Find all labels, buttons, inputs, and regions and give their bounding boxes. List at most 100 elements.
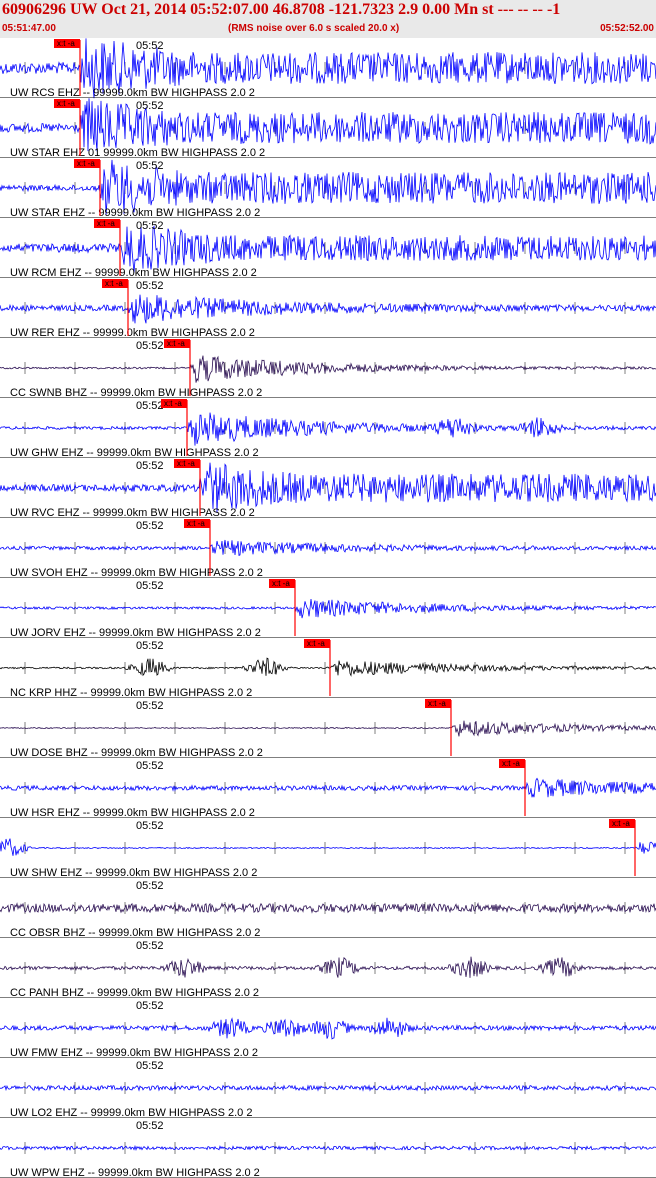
event-title: 60906296 UW Oct 21, 2014 05:52:07.00 46.… <box>2 1 561 18</box>
minute-label: 05:52 <box>136 1060 164 1072</box>
waveform <box>0 956 656 978</box>
pick-label: x:t -a <box>57 39 75 48</box>
trace-row: 05:52 UW RVC EHZ -- 99999.0km BW HIGHPASS… <box>0 459 656 519</box>
trace-row: 05:52 UW SVOH EHZ -- 99999.0km BW HIGHPAS… <box>0 519 656 579</box>
waveform <box>0 598 656 619</box>
waveform <box>0 224 656 273</box>
minute-label: 05:52 <box>136 400 164 412</box>
waveform <box>0 1017 656 1040</box>
pick-label: x:t -a <box>57 99 75 108</box>
station-label: UW JORV EHZ -- 99999.0km BW HIGHPASS 2.0… <box>10 627 261 639</box>
trace-row: 05:52 UW RCM EHZ -- 99999.0km BW HIGHPASS… <box>0 219 656 279</box>
trace-row: 05:52 CC SWNB BHZ -- 99999.0km BW HIGHPAS… <box>0 339 656 399</box>
trace-row: 05:52 UW STAR EHZ 01 99999.0km BW HIGHPAS… <box>0 98 656 159</box>
pick-flag <box>54 99 80 108</box>
header-bar: 60906296 UW Oct 21, 2014 05:52:07.00 46.… <box>0 0 656 38</box>
trace-row: 05:52 UW RER EHZ -- 99999.0km BW HIGHPASS… <box>0 279 656 339</box>
pick-flag <box>609 819 635 828</box>
trace-row: 05:52 CC PANH BHZ -- 99999.0km BW HIGHPAS… <box>0 940 656 999</box>
pick-label: x:t -a <box>307 639 325 648</box>
pick-flag <box>184 519 210 528</box>
waveform <box>0 98 656 152</box>
trace-row: 05:52 UW RCS EHZ -- 99999.0km BW HIGHPASS… <box>0 38 656 99</box>
minute-label: 05:52 <box>136 340 164 352</box>
pick-flag <box>174 459 200 468</box>
waveform <box>0 838 656 856</box>
station-label: CC OBSR BHZ -- 99999.0km BW HIGHPASS 2.0… <box>10 927 260 939</box>
waveform <box>0 294 656 324</box>
pick-label: x:t -a <box>97 219 115 228</box>
end-time: 05:52:52.00 <box>600 23 654 34</box>
trace-row: 05:52 UW LO2 EHZ -- 99999.0km BW HIGHPASS… <box>0 1060 656 1119</box>
minute-label: 05:52 <box>136 820 164 832</box>
minute-label: 05:52 <box>136 1120 164 1132</box>
waveform <box>0 657 656 677</box>
pick-label: x:t -a <box>272 579 290 588</box>
station-label: UW RCM EHZ -- 99999.0km BW HIGHPASS 2.0 … <box>10 267 257 279</box>
trace-row: 05:52 UW SHW EHZ -- 99999.0km BW HIGHPASS… <box>0 819 656 879</box>
pick-label: x:t -a <box>502 759 520 768</box>
minute-label: 05:52 <box>136 940 164 952</box>
waveform <box>0 902 656 914</box>
station-label: UW STAR EHZ -- 99999.0km BW HIGHPASS 2.0… <box>10 207 260 219</box>
pick-flag <box>161 399 187 408</box>
station-label: UW RCS EHZ -- 99999.0km BW HIGHPASS 2.0 … <box>10 87 255 99</box>
minute-label: 05:52 <box>136 640 164 652</box>
station-label: UW DOSE BHZ -- 99999.0km BW HIGHPASS 2.0… <box>10 747 263 759</box>
minute-label: 05:52 <box>136 880 164 892</box>
waveform <box>0 539 656 556</box>
trace-row: 05:52 UW JORV EHZ -- 99999.0km BW HIGHPAS… <box>0 579 656 639</box>
pick-label: x:t -a <box>167 339 185 348</box>
trace-row: 05:52 UW DOSE BHZ -- 99999.0km BW HIGHPAS… <box>0 699 656 759</box>
pick-flag <box>102 279 128 288</box>
minute-label: 05:52 <box>136 100 164 112</box>
station-label: UW WPW EHZ -- 99999.0km BW HIGHPASS 2.0 … <box>10 1167 260 1178</box>
pick-label: x:t -a <box>105 279 123 288</box>
pick-flag <box>164 339 190 348</box>
waveform <box>0 777 656 798</box>
waveform <box>0 38 656 99</box>
waveform <box>0 462 656 513</box>
minute-label: 05:52 <box>136 700 164 712</box>
pick-label: x:t -a <box>177 459 195 468</box>
trace-row: 05:52 UW STAR EHZ -- 99999.0km BW HIGHPAS… <box>0 159 656 219</box>
station-label: UW LO2 EHZ -- 99999.0km BW HIGHPASS 2.0 … <box>10 1107 252 1119</box>
waveform <box>0 355 656 383</box>
station-label: UW RER EHZ -- 99999.0km BW HIGHPASS 2.0 … <box>10 327 255 339</box>
minute-label: 05:52 <box>136 520 164 532</box>
minute-label: 05:52 <box>136 160 164 172</box>
minute-label: 05:52 <box>136 40 164 52</box>
waveform <box>0 720 656 737</box>
minute-label: 05:52 <box>136 280 164 292</box>
pick-label: x:t -a <box>187 519 205 528</box>
minute-label: 05:52 <box>136 1000 164 1012</box>
trace-row: 05:52 NC KRP HHZ -- 99999.0km BW HIGHPASS… <box>0 639 656 699</box>
pick-label: x:t -a <box>164 399 182 408</box>
minute-label: 05:52 <box>136 220 164 232</box>
station-label: UW GHW EHZ -- 99999.0km BW HIGHPASS 2.0 … <box>10 447 259 459</box>
station-label: UW RVC EHZ -- 99999.0km BW HIGHPASS 2.0 … <box>10 507 255 519</box>
pick-label: x:t -a <box>612 819 630 828</box>
pick-flag <box>425 699 451 708</box>
trace-row: 05:52 UW WPW EHZ -- 99999.0km BW HIGHPASS… <box>0 1120 656 1178</box>
pick-flag <box>74 159 100 168</box>
start-time: 05:51:47.00 <box>2 23 56 34</box>
station-label: NC KRP HHZ -- 99999.0km BW HIGHPASS 2.0 … <box>10 687 252 699</box>
station-label: UW HSR EHZ -- 99999.0km BW HIGHPASS 2.0 … <box>10 807 255 819</box>
trace-row: 05:52 UW FMW EHZ -- 99999.0km BW HIGHPASS… <box>0 1000 656 1059</box>
pick-flag <box>304 639 330 648</box>
pick-flag <box>94 219 120 228</box>
trace-row: 05:52 UW HSR EHZ -- 99999.0km BW HIGHPASS… <box>0 759 656 819</box>
pick-label: x:t -a <box>77 159 95 168</box>
pick-flag <box>499 759 525 768</box>
pick-label: x:t -a <box>428 699 446 708</box>
minute-label: 05:52 <box>136 760 164 772</box>
pick-flag <box>54 39 80 48</box>
waveform <box>0 412 656 446</box>
trace-row: 05:52 CC OBSR BHZ -- 99999.0km BW HIGHPAS… <box>0 880 656 939</box>
waveform <box>0 1144 656 1152</box>
waveform <box>0 159 656 216</box>
station-label: CC SWNB BHZ -- 99999.0km BW HIGHPASS 2.0… <box>10 387 262 399</box>
